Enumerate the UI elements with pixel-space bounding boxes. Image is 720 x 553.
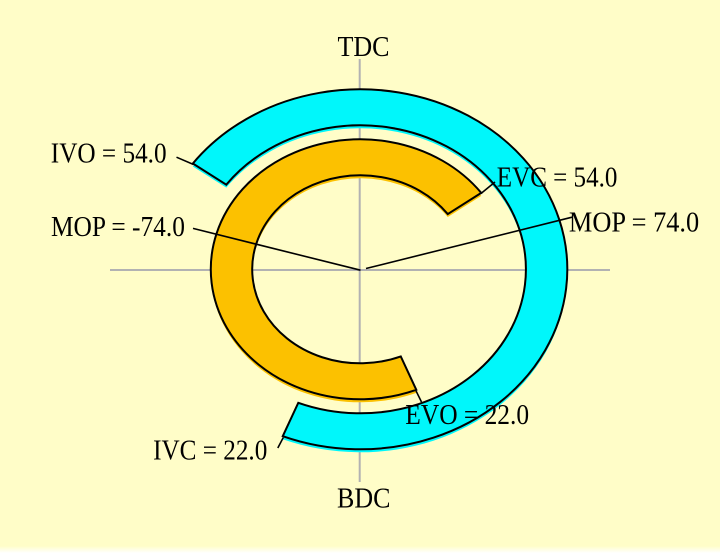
svg-text:EVO = 22.0: EVO = 22.0 [405, 400, 529, 431]
svg-text:BDC: BDC [337, 484, 390, 515]
svg-text:IVO = 54.0: IVO = 54.0 [51, 138, 167, 169]
svg-text:EVC = 54.0: EVC = 54.0 [497, 162, 618, 193]
svg-text:IVC = 22.0: IVC = 22.0 [153, 436, 267, 467]
svg-text:MOP = 74.0: MOP = 74.0 [569, 207, 699, 238]
svg-text:TDC: TDC [338, 32, 390, 63]
svg-text:MOP = -74.0: MOP = -74.0 [51, 212, 185, 243]
